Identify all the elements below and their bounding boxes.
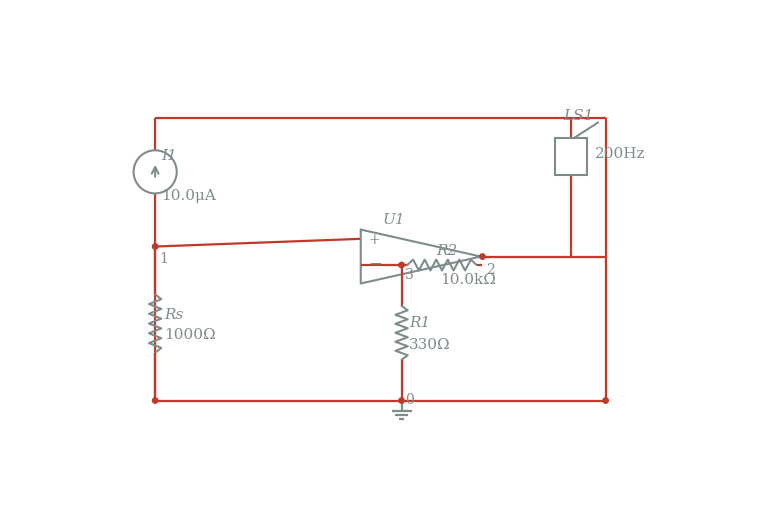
Text: 2: 2	[486, 262, 495, 276]
Circle shape	[153, 244, 158, 250]
Text: R1: R1	[410, 316, 430, 329]
Text: 3: 3	[405, 268, 413, 281]
Text: +: +	[368, 233, 380, 246]
Text: R2: R2	[435, 243, 457, 257]
Text: 1: 1	[160, 251, 169, 266]
Circle shape	[153, 398, 158, 404]
Circle shape	[480, 254, 485, 260]
Text: 330Ω: 330Ω	[410, 337, 451, 351]
Circle shape	[399, 398, 404, 404]
Text: 1000Ω: 1000Ω	[164, 328, 216, 342]
Text: U1: U1	[382, 212, 405, 227]
Text: 200Hz: 200Hz	[595, 146, 646, 160]
Text: Rs: Rs	[164, 308, 184, 322]
Text: LS1: LS1	[563, 108, 594, 123]
Text: 10.0μA: 10.0μA	[161, 188, 216, 203]
Text: 0: 0	[405, 392, 413, 406]
Circle shape	[603, 398, 608, 404]
FancyBboxPatch shape	[555, 138, 587, 176]
Circle shape	[399, 263, 404, 268]
Text: I1: I1	[161, 149, 177, 162]
Text: −: −	[368, 256, 382, 272]
Text: 10.0kΩ: 10.0kΩ	[440, 272, 497, 287]
